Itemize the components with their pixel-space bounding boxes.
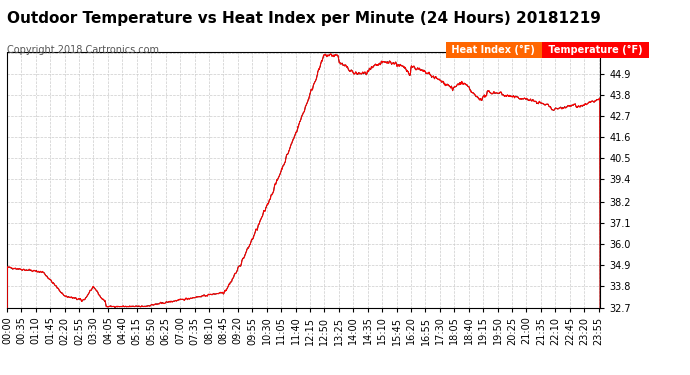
- Text: Copyright 2018 Cartronics.com: Copyright 2018 Cartronics.com: [7, 45, 159, 55]
- Text: Outdoor Temperature vs Heat Index per Minute (24 Hours) 20181219: Outdoor Temperature vs Heat Index per Mi…: [7, 11, 600, 26]
- Text: Temperature (°F): Temperature (°F): [545, 45, 646, 55]
- Text: Heat Index (°F): Heat Index (°F): [448, 45, 539, 55]
